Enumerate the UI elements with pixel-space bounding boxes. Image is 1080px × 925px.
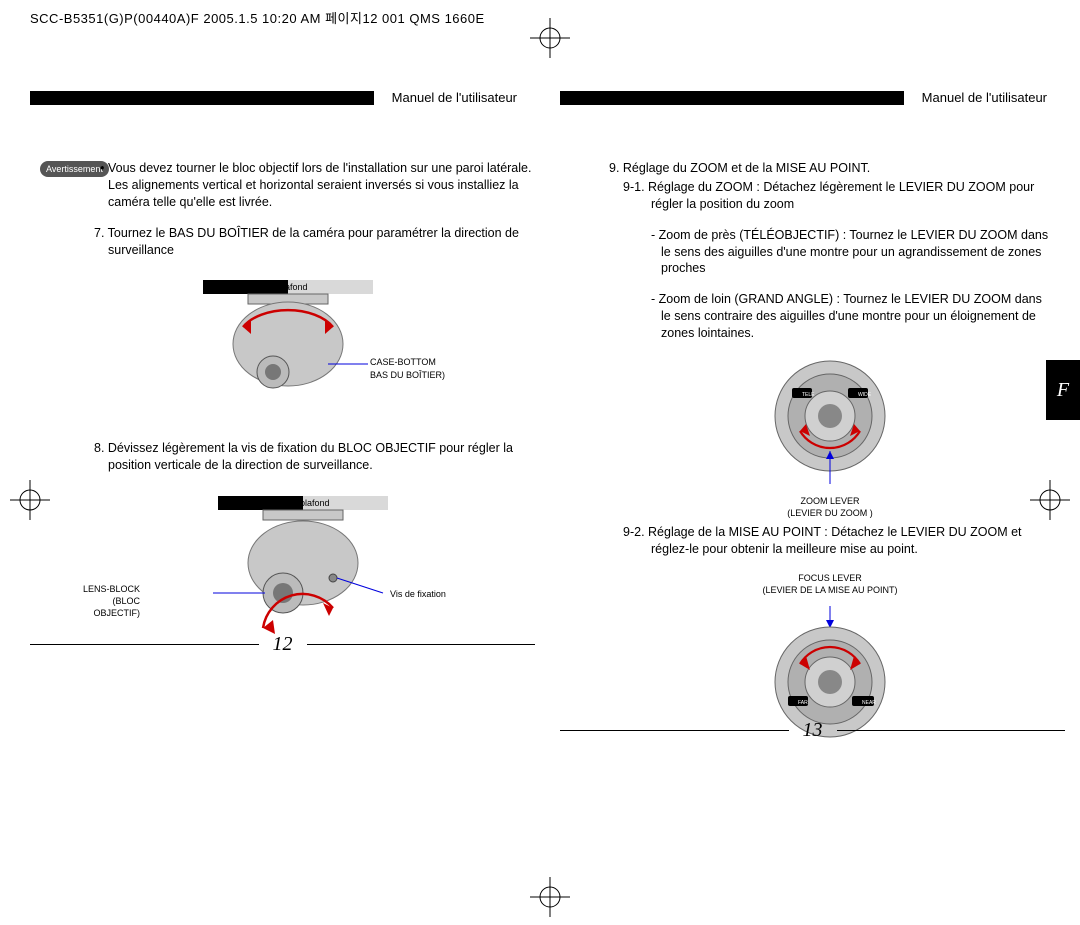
fig1-plafond-label: plafond: [278, 281, 308, 293]
svg-text:FAR: FAR: [798, 700, 808, 706]
fig4-focus-lever-label: FOCUS LEVER: [798, 573, 862, 583]
step-9-2: 9-2. Réglage de la MISE AU POINT : Détac…: [605, 524, 1055, 558]
page-header: Manuel de l'utilisateur: [30, 90, 535, 105]
footer-left: 12: [30, 633, 535, 656]
fig4-levier-focus-label: (LEVIER DE LA MISE AU POINT): [762, 585, 897, 595]
bullet-wide: - Zoom de loin (GRAND ANGLE) : Tournez l…: [605, 291, 1055, 342]
step-8: 8. Dévissez légèrement la vis de fixatio…: [30, 440, 535, 474]
page-header: Manuel de l'utilisateur: [560, 90, 1065, 105]
print-meta-header: SCC-B5351(G)P(00440A)F 2005.1.5 10:20 AM…: [30, 8, 485, 27]
fig1-case-bottom-label: CASE-BOTTOM: [370, 357, 436, 367]
svg-text:TELE: TELE: [802, 392, 815, 398]
bullet-tele: - Zoom de près (TÉLÉOBJECTIF) : Tournez …: [605, 227, 1055, 278]
right-body: 9. Réglage du ZOOM et de la MISE AU POIN…: [560, 160, 1065, 744]
figure-zoom-lever: TELE WIDE ZOOM LEVER (LEVIER DU ZOOM ): [605, 356, 1055, 506]
footer-rule: [30, 644, 259, 645]
warning-text: Vous devez tourner le bloc objectif lors…: [108, 161, 531, 209]
header-title: Manuel de l'utilisateur: [904, 90, 1065, 105]
step-9: 9. Réglage du ZOOM et de la MISE AU POIN…: [605, 160, 1055, 177]
fig1-bas-boitier-label: BAS DU BOÎTIER): [370, 370, 445, 380]
page-number-13: 13: [789, 719, 837, 742]
zoom-lever-illustration: TELE WIDE: [740, 356, 920, 496]
page-number-12: 12: [259, 633, 307, 656]
page-13: Manuel de l'utilisateur 9. Réglage du ZO…: [560, 90, 1065, 762]
fig2-plafond-label: plafond: [300, 497, 330, 509]
footer-rule: [560, 730, 789, 731]
header-bar-left: [30, 91, 374, 105]
page-12: Manuel de l'utilisateur Avertissement • …: [30, 90, 535, 676]
fig3-levier-zoom-label: (LEVIER DU ZOOM ): [787, 508, 873, 518]
step-7: 7. Tournez le BAS DU BOÎTIER de la camér…: [30, 225, 535, 259]
svg-text:WIDE: WIDE: [858, 392, 872, 398]
warning-badge: Avertissement: [40, 161, 109, 177]
footer-rule: [837, 730, 1066, 731]
fig2-lens-block-label: LENS-BLOCK: [83, 584, 140, 594]
fig2-bloc-objectif-label: (BLOC OBJECTIF): [94, 596, 141, 618]
svg-text:NEAR: NEAR: [862, 700, 876, 706]
crop-mark-top: [530, 18, 570, 58]
footer-rule: [307, 644, 536, 645]
fig2-vis-label: Vis de fixation: [390, 588, 446, 600]
dome-rotate-illustration: [133, 272, 433, 422]
footer-right: 13: [560, 719, 1065, 742]
figure-case-bottom: plafond CASE-BOTTOM BAS DU BOÎTIER): [30, 272, 535, 422]
fig3-zoom-lever-label: ZOOM LEVER: [800, 496, 859, 506]
step-9-1: 9-1. Réglage du ZOOM : Détachez légèreme…: [605, 179, 1055, 213]
fig4-labels: FOCUS LEVER (LEVIER DE LA MISE AU POINT): [605, 572, 1055, 596]
header-bar-left: [560, 91, 904, 105]
left-body: Avertissement • Vous devez tourner le bl…: [30, 160, 535, 658]
header-title: Manuel de l'utilisateur: [374, 90, 535, 105]
crop-mark-bottom: [530, 877, 570, 917]
